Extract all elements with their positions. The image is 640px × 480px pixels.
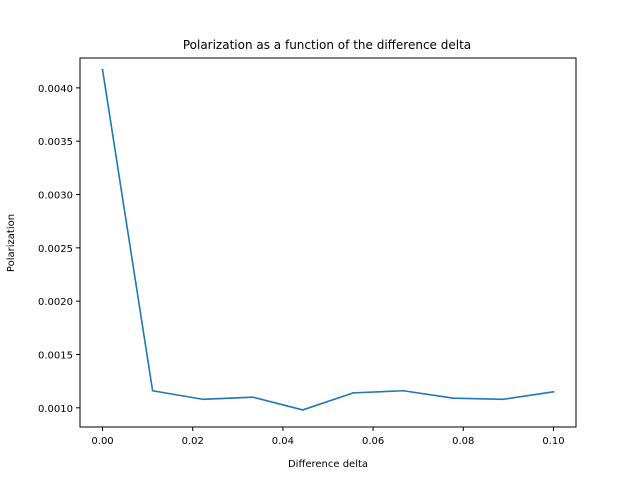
y-tick-label: 0.0020 [38, 297, 73, 308]
y-tick-label: 0.0015 [38, 350, 73, 361]
y-tick-label: 0.0035 [38, 137, 73, 148]
x-axis-title: Difference delta [288, 459, 368, 470]
y-tick-label: 0.0010 [38, 404, 73, 415]
y-axis-title: Polarization [6, 214, 17, 272]
data-point [452, 397, 455, 400]
data-point [151, 389, 154, 392]
data-point [301, 409, 304, 411]
data-point [402, 389, 405, 392]
x-tick-label: 0.04 [272, 436, 294, 447]
data-point [201, 398, 204, 401]
plot-frame [79, 57, 577, 428]
y-tick-label: 0.0025 [38, 244, 73, 255]
series-line [101, 68, 555, 411]
chart-title: Polarization as a function of the differ… [183, 38, 471, 52]
x-tick-label: 0.10 [542, 436, 564, 447]
data-point [251, 396, 254, 398]
x-tick-label: 0.08 [452, 436, 474, 447]
x-tick-label: 0.06 [362, 436, 384, 447]
data-point [101, 68, 104, 71]
x-tick-label: 0.00 [91, 436, 113, 447]
data-point [502, 398, 505, 401]
x-tick-label: 0.02 [182, 436, 204, 447]
data-point [552, 391, 555, 393]
y-tick-label: 0.0040 [38, 84, 73, 95]
y-tick-label: 0.0030 [38, 191, 73, 202]
data-point [352, 392, 355, 394]
